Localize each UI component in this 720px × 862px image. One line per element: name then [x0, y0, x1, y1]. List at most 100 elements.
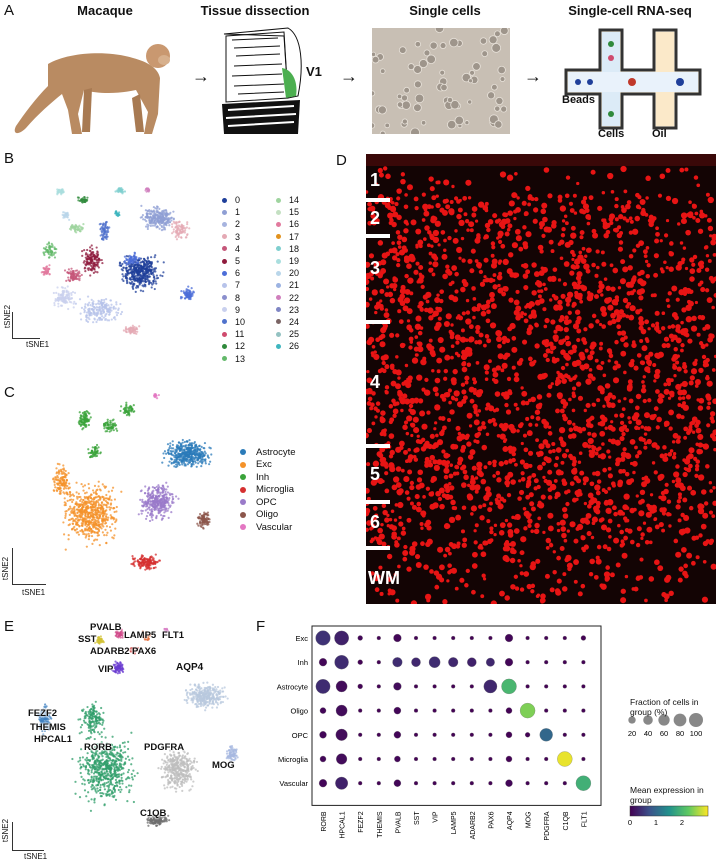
legend-item-opc: OPC — [240, 496, 296, 509]
legend-item-cluster-24: 24 — [276, 316, 299, 328]
layer-tick-2-3 — [366, 234, 390, 238]
dot-oligo-c1qb — [562, 708, 567, 713]
dot-inh-pdgfra — [544, 660, 549, 665]
legend-swatch — [276, 319, 281, 325]
dot-opc-pdgfra — [539, 728, 553, 742]
marker-label-mog: MOG — [212, 760, 235, 771]
legend-label: 23 — [289, 304, 300, 315]
dot-microglia-aqp4 — [505, 755, 513, 763]
legend-swatch — [222, 282, 227, 288]
marker-label-pdgfra: PDGFRA — [144, 742, 185, 753]
marker-label-pvalb: PVALB — [90, 622, 122, 633]
group-label-vascular: Vascular — [279, 779, 308, 788]
legend-item-cluster-13: 13 — [222, 352, 245, 364]
dot-inh-c1qb — [562, 660, 567, 665]
gene-label-flt1: FLT1 — [581, 811, 588, 827]
group-label-exc: Exc — [295, 634, 308, 643]
gene-label-rorb: RORB — [321, 811, 328, 832]
color-tick-label: 0 — [628, 818, 632, 827]
legend-item-cluster-12: 12 — [222, 340, 245, 352]
dot-vascular-hpcal1 — [335, 776, 348, 790]
layer-label-4: 4 — [370, 372, 381, 392]
oil-label: Oil — [652, 128, 667, 140]
dot-inh-themis — [376, 660, 381, 665]
arrow-2: → — [340, 66, 358, 86]
legend-label: 7 — [235, 280, 241, 291]
axis-y-e — [12, 822, 13, 850]
dot-opc-themis — [376, 732, 381, 737]
layer-label-3: 3 — [370, 258, 381, 278]
layer-label-2: 2 — [370, 208, 381, 228]
group-label-astrocyte: Astrocyte — [277, 682, 308, 691]
dot-microglia-flt1 — [581, 756, 586, 762]
layer-tick-5-6 — [366, 500, 390, 504]
dot-vascular-vip — [432, 781, 437, 786]
dot-opc-adarb2 — [469, 732, 474, 737]
legend-swatch — [276, 234, 281, 240]
panel-letter-e: E — [4, 618, 15, 635]
legend-label: 13 — [235, 353, 246, 364]
legend-swatch — [222, 234, 227, 240]
legend-label: 0 — [235, 195, 241, 206]
dot-astrocyte-sst — [413, 684, 419, 689]
dot-vascular-aqp4 — [505, 779, 513, 787]
stage-title-dissection: Tissue dissection — [200, 3, 310, 18]
dot-microglia-c1qb — [557, 751, 573, 767]
dot-microglia-pvalb — [394, 755, 401, 763]
marker-label-flt1: FLT1 — [162, 630, 184, 641]
color-scale-bar — [629, 805, 709, 817]
dot-vascular-mog — [525, 781, 530, 786]
dot-oligo-pax6 — [488, 708, 493, 713]
gene-label-pax6: PAX6 — [488, 811, 495, 828]
dot-exc-mog — [525, 635, 530, 641]
layer-label-wm: WM — [368, 568, 400, 588]
layer-tick-3-4 — [366, 320, 390, 324]
legend-item-cluster-25: 25 — [276, 328, 299, 340]
dot-exc-flt1 — [580, 635, 587, 641]
size-legend-value: 60 — [660, 729, 668, 738]
legend-swatch — [222, 356, 227, 362]
legend-label: 1 — [235, 207, 241, 218]
legend-item-cluster-9: 9 — [222, 304, 245, 316]
axis-x-c — [12, 584, 46, 585]
size-legend-dot — [658, 714, 670, 726]
dot-astrocyte-pdgfra — [544, 684, 549, 689]
arrow-3: → — [524, 66, 542, 86]
axis-label-tsne2-c: tSNE2 — [1, 556, 11, 581]
legend-item-cluster-20: 20 — [276, 267, 299, 279]
dot-inh-pax6 — [485, 657, 495, 667]
size-legend-value: 100 — [690, 729, 703, 738]
cortical-layer-image — [366, 154, 716, 604]
legend-item-cluster-8: 8 — [222, 292, 245, 304]
dot-oligo-vip — [432, 708, 437, 713]
marker-label-aqp4: AQP4 — [176, 662, 204, 673]
axis-x-e — [12, 850, 44, 851]
axis-y-c — [12, 548, 13, 584]
dot-exc-c1qb — [562, 635, 567, 641]
layer-tick-6-wm — [366, 546, 390, 550]
legend-item-cluster-26: 26 — [276, 340, 299, 352]
single-cells-photo — [372, 28, 510, 134]
legend-swatch — [240, 511, 246, 518]
stage-title-single-cells: Single cells — [409, 3, 481, 18]
legend-swatch — [276, 270, 281, 276]
legend-item-cluster-23: 23 — [276, 304, 299, 316]
dot-vascular-flt1 — [575, 775, 592, 791]
dot-vascular-pvalb — [393, 779, 402, 787]
dot-opc-pvalb — [393, 731, 402, 739]
axis-label-tsne1-c: tSNE1 — [22, 588, 46, 597]
legend-label: 14 — [289, 195, 300, 206]
legend-label: 17 — [289, 231, 300, 242]
legend-item-microglia: Microglia — [240, 484, 296, 497]
legend-swatch — [222, 295, 227, 301]
dot-oligo-sst — [413, 708, 419, 713]
legend-swatch — [276, 246, 281, 252]
tsne-plot-markers — [35, 627, 239, 827]
group-label-opc: OPC — [292, 731, 309, 740]
size-legend-dot — [689, 713, 703, 727]
legend-label: 24 — [289, 316, 300, 327]
stage-title-scrnaseq: Single-cell RNA-seq — [568, 3, 692, 18]
beads-label: Beads — [562, 94, 596, 106]
dot-microglia-lamp5 — [451, 756, 456, 762]
tsne-plot-clusters — [40, 187, 195, 335]
